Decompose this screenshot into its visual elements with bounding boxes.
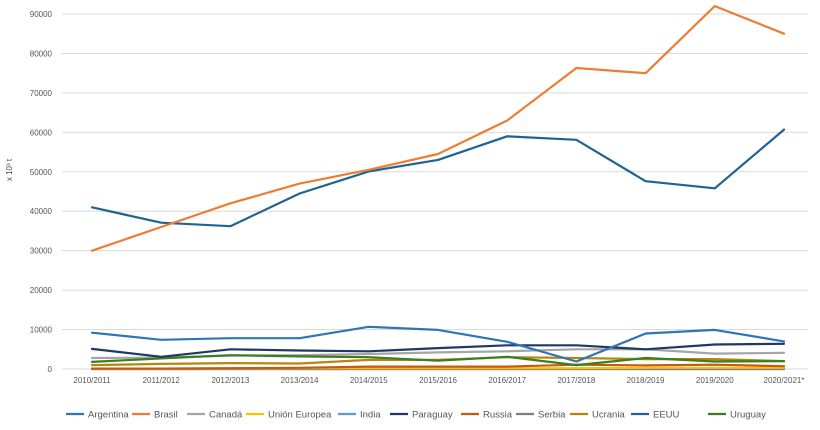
legend-label-canad-: Canadá [209,410,243,421]
y-tick-label: 30000 [30,247,53,256]
legend-label-serbia: Serbia [538,410,566,421]
y-tick-label: 20000 [30,286,53,295]
y-axis-label: x 10³ t [5,158,14,181]
legend-label-paraguay: Paraguay [412,410,453,421]
legend-label-uni-n-europea: Unión Europea [268,410,332,421]
y-tick-label: 60000 [30,128,53,137]
legend-label-ucrania: Ucrania [592,410,625,421]
legend-label-uruguay: Uruguay [730,410,766,421]
grid-lines [62,13,808,370]
series-line-paraguay [90,342,786,358]
x-tick-label: 2015/2016 [419,376,457,385]
y-tick-label: 40000 [30,207,53,216]
series-line-russia [90,363,786,370]
x-tick-label: 2011/2012 [143,376,181,385]
legend-label-russia: Russia [483,410,513,421]
x-tick-label: 2013/2014 [281,376,319,385]
y-tick-label: 90000 [30,10,53,19]
y-tick-label: 0 [48,365,53,374]
series-line-brasil [90,4,786,252]
series-line-argentina [90,325,786,363]
y-axis-tick-labels: 0 10000 20000 30000 40000 50000 60000 70000 8000… [30,10,53,374]
series-lines [90,4,786,371]
y-tick-label: 80000 [30,49,53,58]
x-tick-label: 2017/2018 [557,376,595,385]
legend-label-india: India [360,410,381,421]
x-tick-label: 2019/2020 [696,376,734,385]
x-tick-label: 2018/2019 [627,376,665,385]
x-tick-label: 2020/2021* [764,376,805,385]
series-line-uruguay [90,354,786,367]
y-tick-label: 10000 [30,326,53,335]
x-axis-tick-labels: 2010/2011 2011/2012 2012/2013 2013/2014 2014… [73,376,804,385]
legend-label-brasil: Brasil [154,410,178,421]
legend: Argentina Brasil Canadá Unión Europea India P… [66,410,766,421]
y-tick-label: 50000 [30,168,53,177]
x-tick-label: 2016/2017 [488,376,526,385]
y-tick-label: 70000 [30,89,53,98]
x-tick-label: 2012/2013 [211,376,249,385]
legend-label-argentina: Argentina [88,410,129,421]
x-tick-label: 2010/2011 [73,376,111,385]
legend-label-eeuu: EEUU [653,410,680,421]
series-line-eeuu [90,128,786,228]
x-tick-label: 2014/2015 [350,376,388,385]
